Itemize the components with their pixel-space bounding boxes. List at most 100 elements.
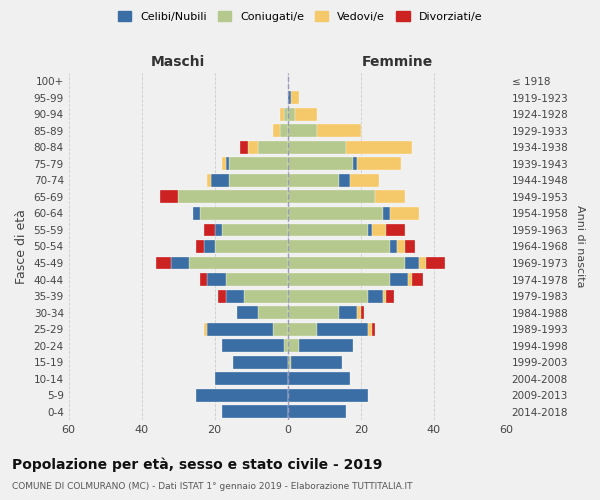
Bar (236, 306, 259, 319)
Bar (371, 224, 386, 236)
Bar (208, 322, 273, 336)
Bar (215, 240, 287, 253)
Bar (280, 108, 284, 120)
Bar (229, 174, 287, 187)
Bar (317, 322, 368, 336)
Bar (196, 389, 287, 402)
Bar (280, 124, 287, 137)
Bar (339, 306, 357, 319)
Bar (273, 124, 280, 137)
Bar (295, 108, 317, 120)
Bar (215, 372, 287, 385)
Bar (218, 290, 226, 302)
Bar (200, 273, 208, 286)
Bar (386, 224, 404, 236)
Bar (412, 273, 423, 286)
Bar (273, 322, 287, 336)
Bar (408, 273, 412, 286)
Bar (287, 240, 390, 253)
Bar (287, 306, 339, 319)
Bar (287, 158, 353, 170)
Bar (240, 141, 248, 154)
Bar (229, 158, 287, 170)
Bar (350, 174, 379, 187)
Bar (178, 190, 287, 203)
Bar (317, 124, 361, 137)
Bar (208, 273, 226, 286)
Bar (357, 158, 401, 170)
Bar (259, 306, 287, 319)
Bar (287, 322, 317, 336)
Bar (287, 256, 404, 270)
Bar (222, 406, 287, 418)
Text: Popolazione per età, sesso e stato civile - 2019: Popolazione per età, sesso e stato civil… (12, 458, 382, 472)
Bar (299, 340, 353, 352)
Bar (193, 207, 200, 220)
Bar (397, 240, 404, 253)
Bar (404, 256, 419, 270)
Bar (287, 190, 376, 203)
Bar (226, 273, 287, 286)
Bar (357, 306, 361, 319)
Bar (376, 190, 404, 203)
Bar (287, 389, 368, 402)
Bar (404, 240, 415, 253)
Bar (204, 224, 215, 236)
Bar (383, 290, 386, 302)
Text: COMUNE DI COLMURANO (MC) - Dati ISTAT 1° gennaio 2019 - Elaborazione TUTTITALIA.: COMUNE DI COLMURANO (MC) - Dati ISTAT 1°… (12, 482, 413, 491)
Bar (368, 290, 383, 302)
Bar (287, 273, 390, 286)
Bar (287, 372, 350, 385)
Bar (390, 207, 419, 220)
Bar (200, 207, 287, 220)
Bar (287, 108, 295, 120)
Text: Femmine: Femmine (362, 56, 433, 70)
Bar (284, 340, 287, 352)
Bar (226, 158, 229, 170)
Bar (259, 141, 287, 154)
Bar (292, 91, 299, 104)
Bar (287, 141, 346, 154)
Bar (226, 290, 244, 302)
Bar (390, 240, 397, 253)
Bar (353, 158, 357, 170)
Bar (233, 356, 287, 368)
Bar (204, 322, 208, 336)
Bar (419, 256, 427, 270)
Bar (284, 108, 287, 120)
Bar (361, 306, 364, 319)
Y-axis label: Fasce di età: Fasce di età (15, 209, 28, 284)
Bar (287, 124, 317, 137)
Bar (287, 174, 339, 187)
Bar (287, 406, 346, 418)
Bar (287, 224, 368, 236)
Bar (244, 290, 287, 302)
Bar (204, 240, 215, 253)
Bar (211, 174, 229, 187)
Bar (287, 91, 292, 104)
Legend: Celibi/Nubili, Coniugati/e, Vedovi/e, Divorziati/e: Celibi/Nubili, Coniugati/e, Vedovi/e, Di… (112, 6, 488, 28)
Bar (368, 224, 371, 236)
Bar (215, 224, 222, 236)
Bar (346, 141, 412, 154)
Bar (339, 174, 350, 187)
Bar (383, 207, 390, 220)
Bar (390, 273, 408, 286)
Bar (156, 256, 171, 270)
Bar (287, 207, 383, 220)
Bar (287, 290, 368, 302)
Bar (171, 256, 189, 270)
Bar (386, 290, 394, 302)
Bar (427, 256, 445, 270)
Bar (208, 174, 211, 187)
Bar (371, 322, 376, 336)
Bar (287, 340, 299, 352)
Bar (287, 356, 292, 368)
Bar (222, 340, 284, 352)
Bar (292, 356, 343, 368)
Bar (222, 224, 287, 236)
Bar (196, 240, 204, 253)
Bar (160, 190, 178, 203)
Bar (189, 256, 287, 270)
Text: Maschi: Maschi (151, 56, 205, 70)
